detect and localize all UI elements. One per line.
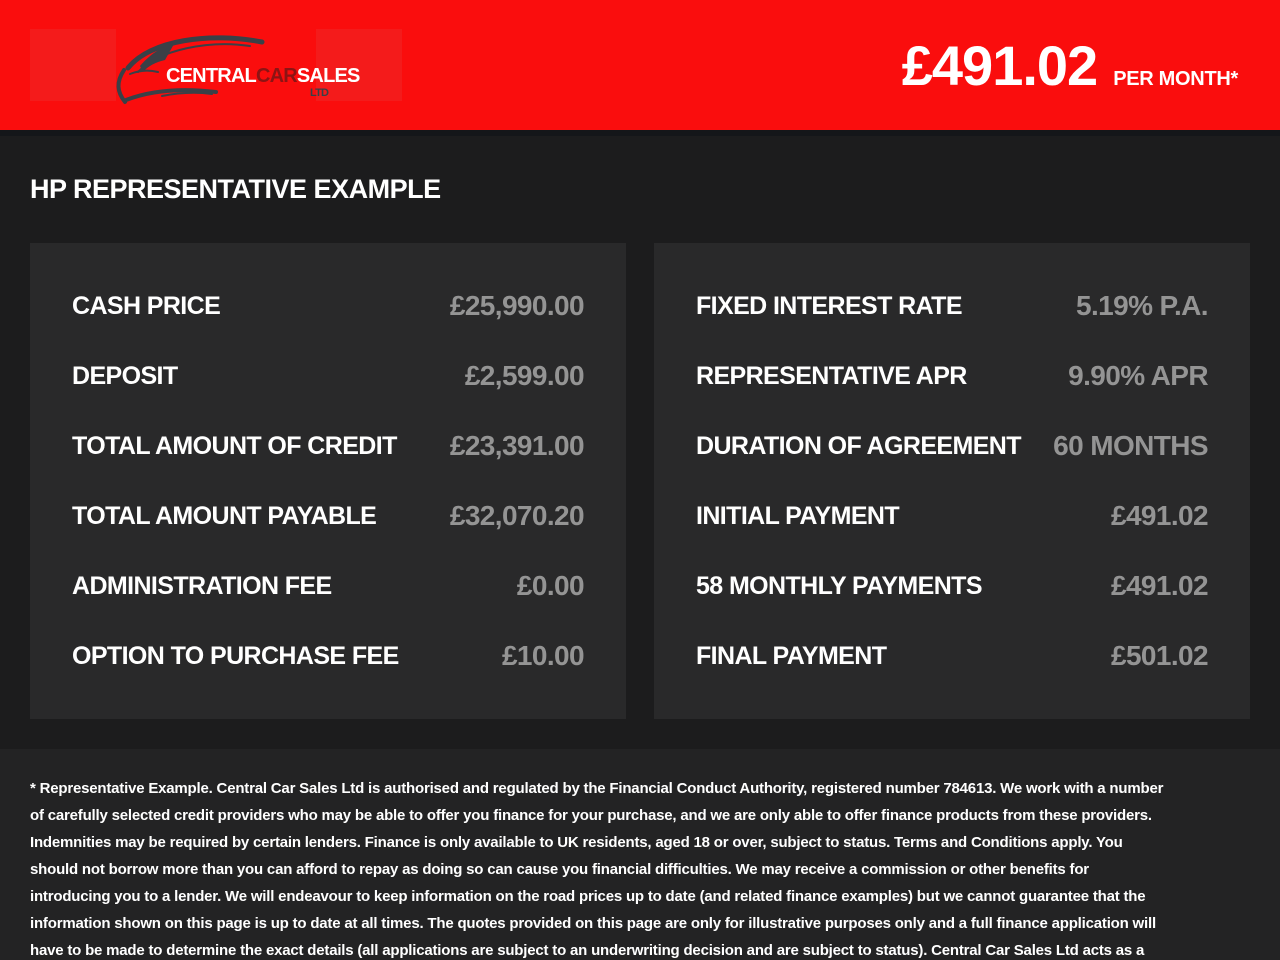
finance-value: £2,599.00 bbox=[464, 360, 585, 391]
disclaimer-text: * Representative Example. Central Car Sa… bbox=[30, 780, 1164, 959]
header-shadow-divider bbox=[0, 130, 1280, 136]
logo-text-sales: SALES bbox=[297, 65, 360, 87]
row-total-amount-of-credit: TOTAL AMOUNT OF CREDIT £23,391.00 bbox=[72, 411, 585, 481]
row-fixed-interest-rate: FIXED INTEREST RATE 5.19% P.A. bbox=[696, 271, 1209, 341]
finance-label: CASH PRICE bbox=[72, 291, 221, 320]
row-initial-payment: INITIAL PAYMENT £491.02 bbox=[696, 481, 1209, 551]
finance-value: £10.00 bbox=[501, 640, 585, 671]
logo-text-central: CENTRAL bbox=[166, 65, 257, 87]
monthly-price-amount: £491.02 bbox=[901, 33, 1098, 97]
finance-label: DEPOSIT bbox=[72, 361, 178, 390]
logo-red-block-left bbox=[30, 29, 116, 101]
finance-value: 60 MONTHS bbox=[1053, 430, 1208, 461]
row-duration-of-agreement: DURATION OF AGREEMENT 60 MONTHS bbox=[696, 411, 1209, 481]
finance-value: 5.19% P.A. bbox=[1075, 290, 1209, 321]
finance-label: FIXED INTEREST RATE bbox=[696, 291, 963, 320]
row-final-payment: FINAL PAYMENT £501.02 bbox=[696, 621, 1209, 691]
monthly-price-block: £491.02 PER MONTH* bbox=[901, 33, 1239, 98]
logo-text-ltd: LTD bbox=[310, 87, 329, 99]
finance-panel-right: FIXED INTEREST RATE 5.19% P.A. REPRESENT… bbox=[654, 243, 1250, 719]
page-title: HP REPRESENTATIVE EXAMPLE bbox=[30, 174, 441, 204]
row-administration-fee: ADMINISTRATION FEE £0.00 bbox=[72, 551, 585, 621]
finance-value: £32,070.20 bbox=[449, 500, 585, 531]
finance-panel-left: CASH PRICE £25,990.00 DEPOSIT £2,599.00 … bbox=[30, 243, 626, 719]
header-bar: CENTRALCARSALES LTD £491.02 PER MONTH* bbox=[0, 0, 1280, 130]
finance-value: £501.02 bbox=[1110, 640, 1209, 671]
finance-value: £0.00 bbox=[516, 570, 585, 601]
finance-label: FINAL PAYMENT bbox=[696, 641, 887, 670]
finance-label: INITIAL PAYMENT bbox=[696, 501, 900, 530]
footer-disclaimer-section: * Representative Example. Central Car Sa… bbox=[0, 749, 1280, 960]
row-total-amount-payable: TOTAL AMOUNT PAYABLE £32,070.20 bbox=[72, 481, 585, 551]
car-logo-icon: CENTRALCARSALES LTD bbox=[116, 35, 361, 104]
svg-text:CENTRALCARSALES: CENTRALCARSALES bbox=[166, 65, 360, 87]
finance-label: DURATION OF AGREEMENT bbox=[696, 431, 1021, 460]
row-cash-price: CASH PRICE £25,990.00 bbox=[72, 271, 585, 341]
finance-label: ADMINISTRATION FEE bbox=[72, 571, 332, 600]
main-content: HP REPRESENTATIVE EXAMPLE CASH PRICE £25… bbox=[0, 136, 1280, 749]
row-deposit: DEPOSIT £2,599.00 bbox=[72, 341, 585, 411]
logo-red-block-right bbox=[316, 29, 402, 101]
dealer-logo[interactable]: CENTRALCARSALES LTD bbox=[30, 28, 402, 104]
finance-label: TOTAL AMOUNT PAYABLE bbox=[72, 501, 377, 530]
finance-label: OPTION TO PURCHASE FEE bbox=[72, 641, 399, 670]
finance-panels: CASH PRICE £25,990.00 DEPOSIT £2,599.00 … bbox=[30, 243, 1250, 719]
finance-value: 9.90% APR bbox=[1068, 360, 1208, 391]
logo-text-car: CAR bbox=[256, 65, 298, 87]
finance-value: £23,391.00 bbox=[449, 430, 585, 461]
finance-label: TOTAL AMOUNT OF CREDIT bbox=[72, 431, 397, 460]
finance-label: REPRESENTATIVE APR bbox=[696, 361, 967, 390]
finance-value: £491.02 bbox=[1110, 570, 1209, 601]
finance-value: £491.02 bbox=[1110, 500, 1209, 531]
finance-value: £25,990.00 bbox=[449, 290, 585, 321]
row-representative-apr: REPRESENTATIVE APR 9.90% APR bbox=[696, 341, 1209, 411]
monthly-price-suffix: PER MONTH* bbox=[1113, 67, 1238, 90]
row-monthly-payments: 58 MONTHLY PAYMENTS £491.02 bbox=[696, 551, 1209, 621]
row-option-to-purchase-fee: OPTION TO PURCHASE FEE £10.00 bbox=[72, 621, 585, 691]
finance-label: 58 MONTHLY PAYMENTS bbox=[696, 571, 983, 600]
